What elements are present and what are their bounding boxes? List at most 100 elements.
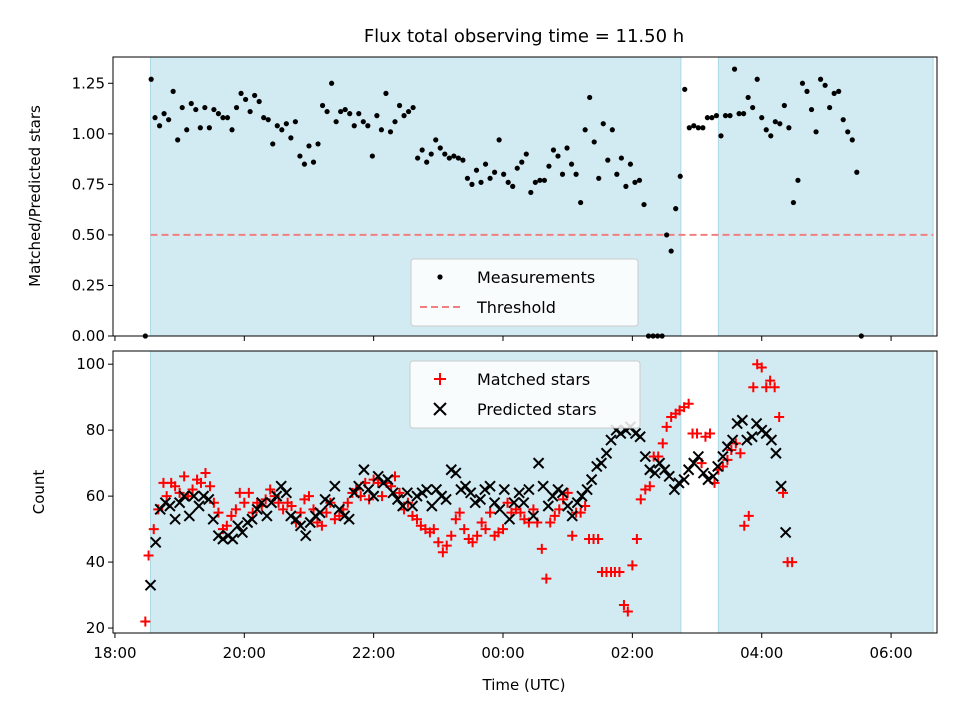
measurement-point	[324, 108, 330, 115]
predicted-star-marker	[682, 464, 695, 476]
matched-star-marker	[321, 507, 332, 518]
measurement-point	[274, 123, 280, 129]
measurement-point	[763, 127, 769, 133]
predicted-star-marker	[765, 434, 778, 446]
matched-star-marker	[739, 520, 750, 531]
predicted-star-marker	[164, 500, 176, 512]
measurement-point	[777, 121, 783, 127]
measurement-point	[691, 123, 697, 129]
predicted-star-marker	[450, 467, 462, 479]
measurement-point	[428, 151, 434, 157]
measurement-point	[686, 125, 692, 131]
matched-star-marker	[450, 514, 461, 525]
measurement-point	[360, 119, 366, 125]
legend-predicted-marker	[433, 402, 447, 416]
predicted-star-marker	[275, 480, 287, 492]
predicted-star-marker	[265, 497, 278, 509]
x-tick-label: 18:00	[93, 644, 136, 662]
legend-measurements-marker	[437, 274, 443, 280]
predicted-star-marker	[760, 427, 772, 440]
y-tick-label: 1.25	[72, 74, 105, 92]
matched-star-marker	[459, 524, 470, 535]
measurement-point	[840, 117, 846, 123]
predicted-star-marker	[523, 483, 535, 496]
measurement-point	[319, 102, 326, 109]
measurement-point	[523, 151, 529, 157]
matched-star-marker	[187, 484, 198, 495]
predicted-star-marker	[469, 497, 481, 509]
predicted-star-marker	[285, 510, 297, 522]
measurement-point	[854, 169, 860, 175]
measurement-point	[836, 88, 842, 94]
bottom-panel-frame	[112, 350, 938, 634]
measurement-point	[718, 133, 724, 139]
measurement-point	[682, 86, 688, 92]
predicted-star-marker	[294, 520, 307, 532]
top-legend: Measurements Threshold	[410, 258, 639, 327]
matched-star-marker	[683, 398, 694, 409]
predicted-star-marker	[430, 483, 443, 496]
matched-star-marker	[428, 524, 439, 535]
legend-matched-label: Matched stars	[477, 370, 590, 389]
measurement-point	[727, 113, 733, 119]
y-tick-label: 80	[86, 421, 105, 439]
measurement-point	[220, 115, 226, 121]
predicted-star-marker	[542, 500, 554, 512]
predicted-star-marker	[547, 490, 559, 502]
matched-star-marker	[575, 507, 586, 518]
measurement-point	[256, 98, 262, 105]
measurement-point	[297, 153, 303, 159]
matched-star-marker	[635, 494, 646, 505]
measurement-point	[342, 106, 348, 113]
predicted-star-marker	[688, 457, 700, 469]
measurement-point	[501, 171, 507, 177]
predicted-star-marker	[712, 460, 724, 473]
predicted-star-marker	[251, 503, 263, 516]
predicted-star-marker	[440, 493, 452, 506]
predicted-star-marker	[197, 490, 210, 502]
predicted-star-marker	[372, 470, 384, 483]
matched-star-marker	[179, 471, 190, 482]
measurement-point	[283, 121, 289, 127]
y-tick-label: 100	[76, 355, 105, 373]
measurement-point	[166, 117, 172, 123]
predicted-star-marker	[750, 417, 763, 430]
x-axis-label: Time (UTC)	[482, 676, 566, 694]
measurement-point	[709, 115, 715, 121]
matched-star-marker	[441, 540, 452, 551]
predicted-star-marker	[382, 473, 394, 486]
measurement-point	[578, 199, 584, 206]
predicted-star-marker	[290, 513, 302, 525]
matched-star-marker	[717, 461, 728, 472]
measurement-point	[184, 127, 190, 133]
measurement-point	[673, 206, 679, 212]
predicted-star-marker	[649, 467, 661, 479]
measurement-point	[632, 179, 638, 185]
matched-star-marker	[661, 421, 672, 432]
matched-star-marker	[502, 497, 513, 508]
predicted-star-marker	[358, 464, 370, 476]
top-panel: 0.00 0.25 0.50 0.75 1.00 1.25 Matched/Predict…	[26, 56, 938, 345]
measurement-point	[790, 199, 797, 206]
measurement-point	[759, 115, 765, 121]
matched-star-marker	[536, 543, 547, 554]
predicted-star-marker	[746, 431, 758, 443]
measurement-point	[664, 232, 670, 238]
legend-predicted-label: Predicted stars	[477, 400, 597, 419]
predicted-star-marker	[459, 480, 472, 492]
measurement-point	[392, 119, 398, 125]
matched-star-marker	[748, 382, 759, 393]
predicted-star-marker	[348, 487, 360, 499]
matched-star-marker	[704, 428, 715, 439]
predicted-star-marker	[779, 526, 792, 539]
measurement-point	[170, 88, 176, 94]
predicted-star-marker	[503, 513, 516, 525]
measurement-point	[419, 147, 425, 153]
measurement-point	[813, 129, 819, 135]
measurement-point	[704, 115, 710, 121]
predicted-star-marker	[537, 480, 549, 492]
measurement-point	[537, 177, 543, 183]
predicted-star-marker	[391, 493, 404, 506]
predicted-star-marker	[517, 497, 530, 509]
measurement-point	[799, 80, 806, 86]
